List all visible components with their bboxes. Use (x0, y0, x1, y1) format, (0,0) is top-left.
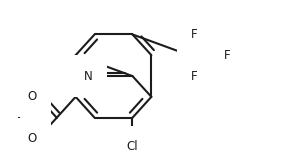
Text: O: O (27, 90, 36, 103)
Text: F: F (191, 70, 197, 83)
Text: F: F (191, 28, 197, 41)
Text: O: O (27, 132, 36, 145)
Text: F: F (224, 49, 231, 62)
Text: N: N (84, 70, 93, 83)
Text: Cl: Cl (127, 140, 138, 153)
